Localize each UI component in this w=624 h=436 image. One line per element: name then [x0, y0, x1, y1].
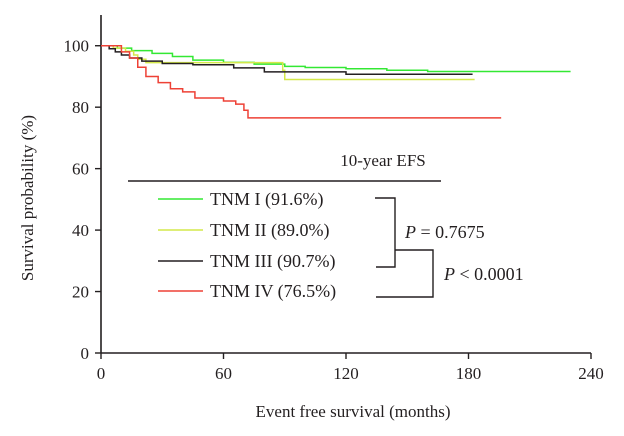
x-tick-label: 240: [578, 364, 604, 383]
p-value-label-2: P < 0.0001: [443, 264, 524, 284]
y-tick-label: 0: [81, 344, 90, 363]
series-line-3: [101, 44, 473, 76]
x-tick-label: 60: [215, 364, 232, 383]
bracket-stage-i-iii: [375, 197, 396, 268]
legend-title: 10-year EFS: [340, 151, 425, 170]
p-value-brackets: P = 0.7675 P < 0.0001: [375, 197, 524, 298]
x-tick-label: 180: [456, 364, 482, 383]
y-tick-label: 100: [64, 37, 90, 56]
y-tick-label: 80: [72, 98, 89, 117]
x-axis-label: Event free survival (months): [256, 402, 451, 421]
series-line-4: [101, 44, 502, 119]
y-tick-label: 40: [72, 221, 89, 240]
p-value-label-1: P = 0.7675: [404, 222, 485, 242]
series-line-1: [101, 44, 571, 73]
x-tick-label: 0: [97, 364, 106, 383]
y-axis-label: Survival probability (%): [18, 115, 37, 281]
survival-curves: [101, 44, 571, 119]
legend: 10-year EFS TNM I (91.6%)TNM II (89.0%)T…: [128, 151, 441, 302]
legend-label-3: TNM III (90.7%): [210, 251, 335, 272]
y-tick-label: 60: [72, 160, 89, 179]
axes: 0 60 120 180 240 0 20 40 60 80 100: [64, 15, 604, 383]
x-tick-label: 120: [333, 364, 359, 383]
bracket-stage-iii-iv: [376, 249, 434, 298]
legend-items: TNM I (91.6%) TNM II (89.0%) TNM III (90.7…: [158, 189, 336, 302]
legend-label-2: TNM II (89.0%): [210, 220, 329, 241]
legend-label-1: TNM I (91.6%): [210, 189, 323, 210]
legend-label-4: TNM IV (76.5%): [210, 281, 336, 302]
y-tick-label: 20: [72, 283, 89, 302]
series-line-2: [101, 44, 475, 81]
